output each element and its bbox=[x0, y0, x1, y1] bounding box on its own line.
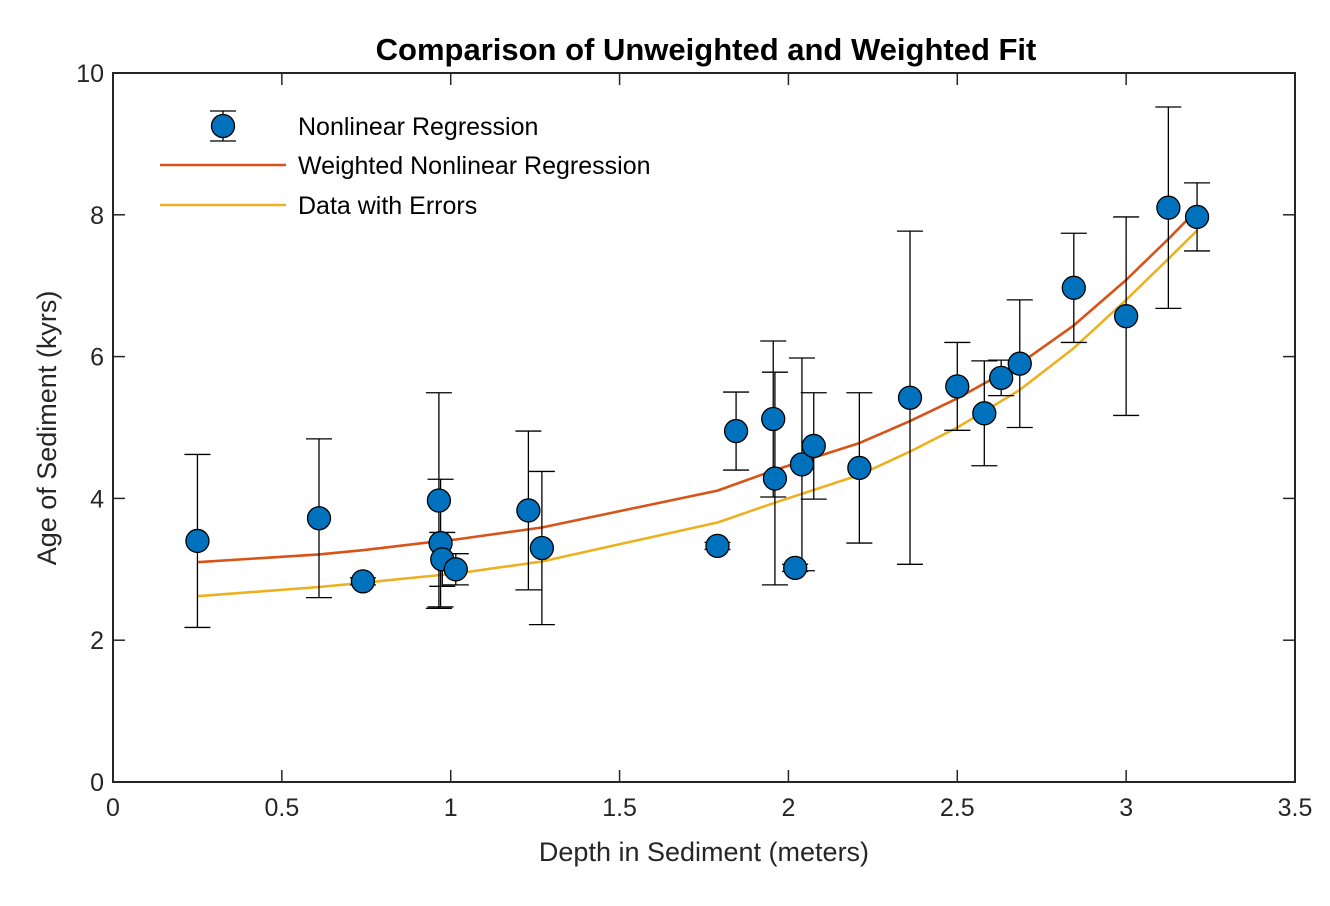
plot-area bbox=[112, 72, 1296, 783]
data-point bbox=[350, 569, 376, 594]
data-point bbox=[783, 555, 808, 581]
x-tick-label: 1.5 bbox=[602, 794, 637, 822]
legend-item-weighted-nonlinear-regression: Weighted Nonlinear Regression bbox=[160, 152, 651, 180]
legend-label-weighted-nonlinear-regression: Weighted Nonlinear Regression bbox=[298, 152, 651, 180]
y-tick-label: 4 bbox=[90, 485, 104, 513]
data-point bbox=[1007, 351, 1032, 376]
x-tick-label: 2 bbox=[781, 794, 795, 822]
y-tick-label: 8 bbox=[90, 202, 104, 230]
data-point bbox=[529, 535, 555, 561]
x-tick-label: 3.5 bbox=[1278, 794, 1313, 822]
x-axis: 0 0.5 1 1.5 2 2.5 3 3.5 bbox=[106, 73, 1312, 822]
data-point bbox=[1061, 275, 1086, 300]
y-axis-label: Age of Sediment (kyrs) bbox=[32, 291, 62, 566]
y-tick-label: 2 bbox=[90, 627, 104, 655]
data-point bbox=[443, 557, 468, 582]
data-point bbox=[185, 528, 210, 554]
x-axis-label: Depth in Sediment (meters) bbox=[539, 837, 869, 867]
x-tick-label: 0.5 bbox=[264, 794, 299, 822]
data-point bbox=[306, 506, 332, 531]
legend: Nonlinear Regression Weighted Nonlinear … bbox=[160, 110, 651, 220]
data-point bbox=[897, 385, 923, 410]
y-tick-label: 0 bbox=[90, 769, 104, 797]
series-line-data-with-errors bbox=[197, 229, 1199, 598]
data-point bbox=[762, 466, 788, 491]
y-axis: 0 2 4 6 8 10 bbox=[76, 60, 1295, 797]
data-point bbox=[1184, 204, 1210, 230]
data-point bbox=[945, 374, 970, 399]
legend-marker-circle bbox=[210, 113, 236, 139]
chart-title: Comparison of Unweighted and Weighted Fi… bbox=[376, 32, 1037, 67]
data-point bbox=[1113, 304, 1139, 329]
x-tick-label: 0 bbox=[106, 794, 120, 822]
data-point bbox=[1156, 195, 1181, 220]
data-point bbox=[989, 365, 1014, 391]
data-point bbox=[705, 533, 730, 559]
data-point bbox=[801, 433, 826, 459]
y-tick-label: 6 bbox=[90, 344, 104, 372]
legend-label-data-with-errors: Data with Errors bbox=[298, 192, 477, 220]
y-tick-label: 10 bbox=[76, 60, 104, 88]
data-point bbox=[723, 418, 749, 444]
data-point bbox=[426, 488, 452, 513]
data-point bbox=[972, 401, 997, 426]
data-point bbox=[789, 452, 815, 477]
data-point bbox=[516, 498, 541, 523]
x-tick-label: 2.5 bbox=[940, 794, 975, 822]
legend-label-nonlinear-regression: Nonlinear Regression bbox=[298, 113, 538, 141]
x-tick-label: 1 bbox=[444, 794, 458, 822]
data-point bbox=[847, 455, 872, 481]
legend-item-nonlinear-regression: Nonlinear Regression bbox=[210, 110, 538, 142]
legend-item-data-with-errors: Data with Errors bbox=[160, 192, 477, 220]
data-points bbox=[185, 195, 1210, 594]
x-tick-label: 3 bbox=[1119, 794, 1133, 822]
data-point bbox=[761, 406, 786, 432]
